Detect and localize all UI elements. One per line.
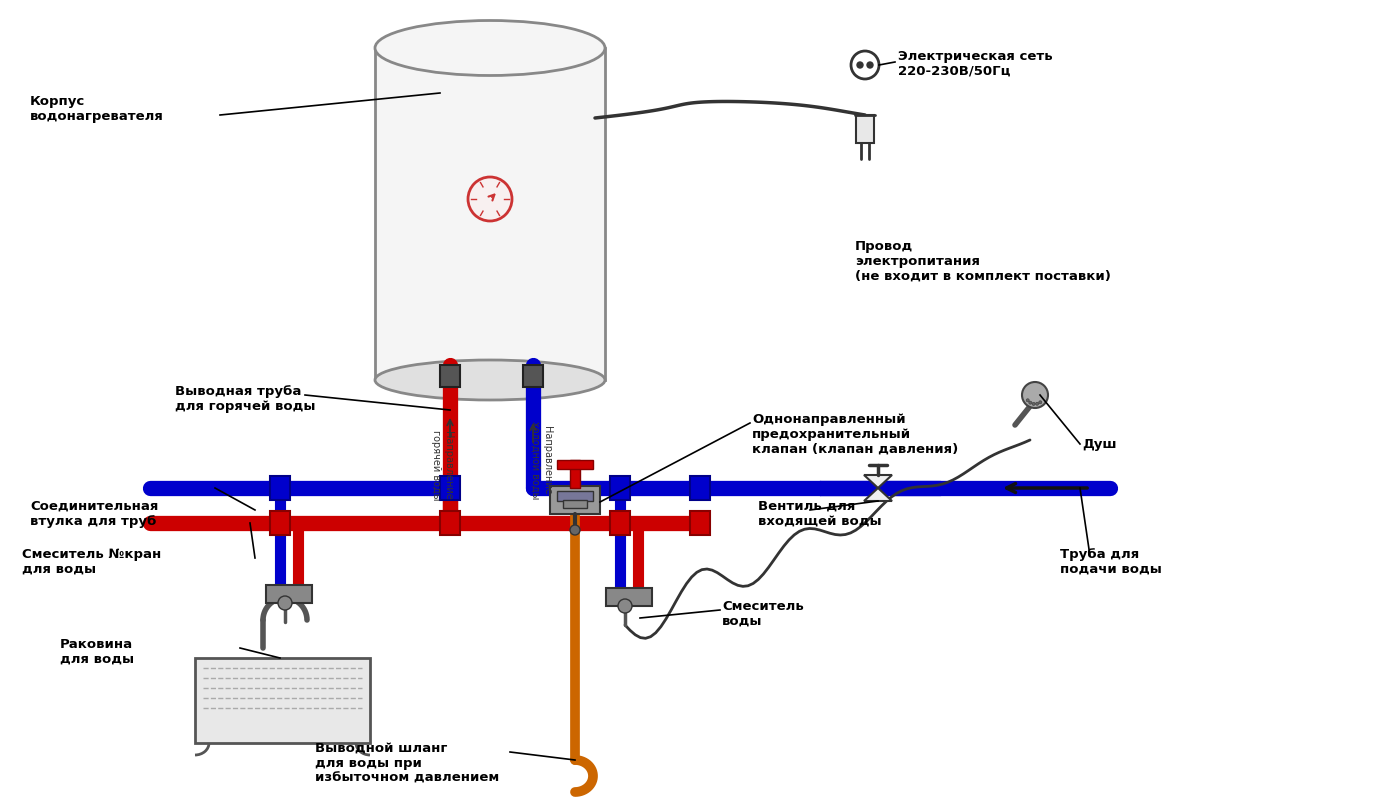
Polygon shape	[864, 475, 893, 488]
Bar	[570, 460, 580, 488]
Bar	[440, 511, 459, 535]
Circle shape	[1028, 401, 1032, 404]
Circle shape	[468, 177, 512, 221]
Bar	[270, 511, 291, 535]
Text: Электрическая сеть
220-230В/50Гц: Электрическая сеть 220-230В/50Гц	[898, 50, 1053, 78]
Bar	[610, 476, 630, 500]
Bar	[691, 476, 710, 500]
Text: Душ: Душ	[1082, 438, 1117, 451]
Bar	[523, 365, 543, 387]
Circle shape	[866, 62, 873, 68]
Circle shape	[1035, 402, 1038, 406]
Text: Выводная труба
для горячей воды: Выводная труба для горячей воды	[174, 385, 316, 413]
Bar	[270, 476, 291, 500]
Text: Вентиль для
входящей воды: Вентиль для входящей воды	[758, 500, 882, 528]
Bar	[266, 585, 311, 603]
Text: Смеситель №кран
для воды: Смеситель №кран для воды	[22, 548, 162, 576]
Text: Направление
холодной воды: Направление холодной воды	[530, 421, 552, 499]
Circle shape	[1032, 402, 1035, 406]
Bar	[440, 476, 459, 500]
Circle shape	[851, 51, 879, 79]
Bar	[563, 500, 587, 508]
Circle shape	[1021, 382, 1048, 408]
Bar	[195, 658, 370, 743]
Text: Направление
горячей воды: Направление горячей воды	[432, 430, 453, 500]
Bar	[691, 511, 710, 535]
Bar	[375, 48, 605, 380]
Bar	[556, 460, 592, 469]
Text: Раковина
для воды: Раковина для воды	[60, 638, 134, 666]
Bar	[606, 588, 652, 606]
Bar	[855, 115, 875, 143]
Polygon shape	[864, 488, 893, 501]
Bar	[556, 491, 592, 501]
Text: Труба для
подачи воды: Труба для подачи воды	[1060, 548, 1163, 576]
Circle shape	[1039, 401, 1042, 404]
Text: Выводной шланг
для воды при
избыточном давлением: Выводной шланг для воды при избыточном д…	[316, 742, 500, 785]
Text: Соединительная
втулка для труб: Соединительная втулка для труб	[30, 500, 158, 528]
Circle shape	[570, 525, 580, 535]
Text: Провод
электропитания
(не входит в комплект поставки): Провод электропитания (не входит в компл…	[855, 240, 1111, 283]
Text: Однонаправленный
предохранительный
клапан (клапан давления): Однонаправленный предохранительный клапа…	[752, 413, 958, 456]
Text: Корпус
водонагревателя: Корпус водонагревателя	[30, 95, 163, 123]
Ellipse shape	[375, 21, 605, 75]
Bar	[440, 365, 459, 387]
Circle shape	[1026, 398, 1030, 402]
Ellipse shape	[375, 360, 605, 400]
Circle shape	[619, 599, 632, 613]
Circle shape	[278, 596, 292, 610]
Bar	[610, 511, 630, 535]
Circle shape	[857, 62, 864, 68]
Bar	[549, 486, 601, 514]
Text: Смеситель
воды: Смеситель воды	[722, 600, 804, 628]
